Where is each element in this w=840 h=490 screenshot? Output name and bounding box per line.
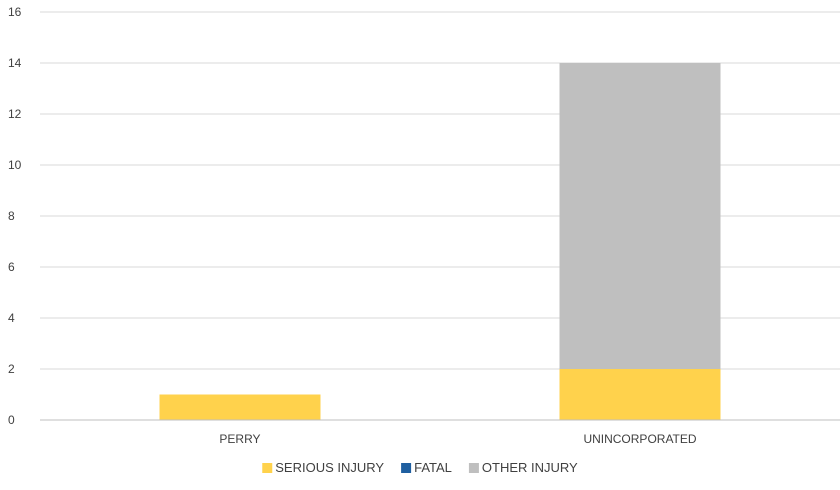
y-tick-label: 2	[8, 362, 15, 376]
x-tick-label: UNINCORPORATED	[583, 432, 696, 446]
legend-swatch	[262, 463, 273, 473]
y-tick-label: 8	[8, 209, 15, 223]
bar-serious-injury-perry	[159, 394, 321, 420]
x-tick-label: PERRY	[219, 432, 260, 446]
y-tick-label: 4	[8, 311, 15, 325]
legend-label: OTHER INJURY	[482, 460, 578, 475]
y-tick-label: 12	[8, 107, 22, 121]
y-tick-label: 6	[8, 260, 15, 274]
y-tick-label: 14	[8, 56, 22, 70]
legend-label: SERIOUS INJURY	[275, 460, 384, 475]
legend-label: FATAL	[414, 460, 452, 475]
gridlines	[40, 11, 840, 370]
legend-item: OTHER INJURY	[468, 460, 578, 475]
x-axis-ticks: PERRY UNINCORPORATED	[219, 432, 696, 446]
legend-swatch	[401, 463, 412, 473]
y-tick-label: 10	[8, 158, 22, 172]
legend-item: FATAL	[401, 460, 452, 475]
bar-serious-injury-unincorporated	[559, 369, 721, 420]
legend-item: SERIOUS INJURY	[262, 460, 384, 475]
bars	[159, 63, 721, 420]
y-tick-label: 0	[8, 413, 15, 427]
bar-other-injury-unincorporated	[559, 63, 721, 369]
legend-swatch	[468, 463, 479, 473]
y-axis-ticks: 0 2 4 6 8 10 12 14 16	[8, 5, 22, 427]
y-tick-label: 16	[8, 5, 22, 19]
legend: SERIOUS INJURY FATAL OTHER INJURY	[262, 460, 578, 475]
